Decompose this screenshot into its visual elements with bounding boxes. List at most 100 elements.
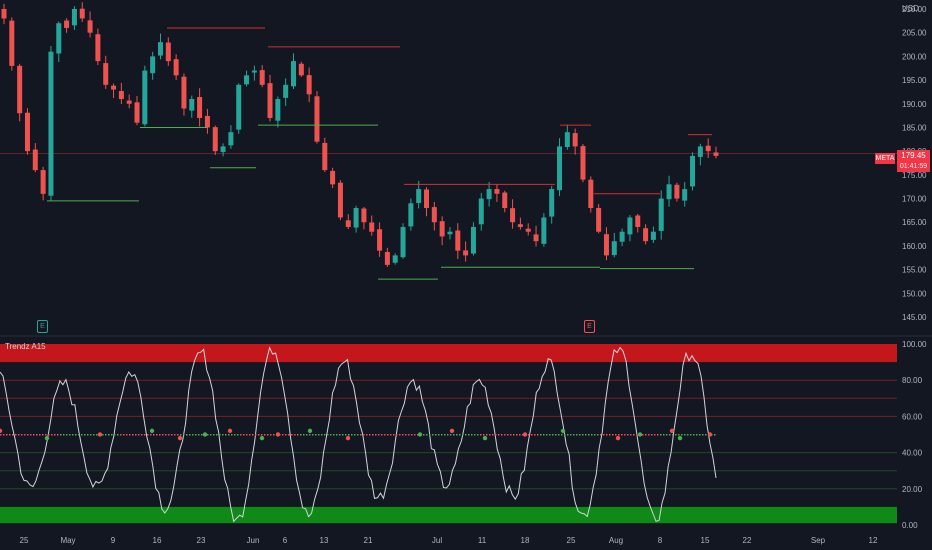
signal-dot — [648, 434, 650, 436]
signal-dot — [645, 434, 647, 436]
cross-marker — [259, 435, 265, 441]
signal-dot — [675, 434, 677, 436]
signal-dot — [225, 434, 227, 436]
candle — [181, 76, 187, 109]
signal-dot — [663, 434, 665, 436]
time-tick-label: Jul — [432, 536, 442, 545]
candle — [502, 192, 508, 209]
candle — [40, 170, 46, 194]
candle — [650, 231, 656, 240]
signal-dot — [303, 434, 305, 436]
earnings-event-icon[interactable]: E — [584, 320, 595, 333]
signal-dot — [438, 434, 440, 436]
candle — [142, 70, 148, 125]
candle — [353, 208, 359, 228]
candle — [588, 179, 594, 209]
signal-dot — [123, 434, 125, 436]
time-tick-label: 25 — [567, 536, 576, 545]
signal-dot — [120, 434, 122, 436]
cross-marker — [707, 432, 713, 437]
signal-dot — [405, 434, 407, 436]
signal-dot — [510, 434, 512, 436]
signal-dot — [336, 434, 338, 436]
signal-dot — [321, 434, 323, 436]
signal-dot — [144, 434, 146, 436]
signal-dot — [309, 434, 311, 436]
signal-dot — [528, 434, 530, 436]
signal-dot — [273, 434, 275, 436]
signal-dot — [534, 434, 536, 436]
signal-dot — [183, 434, 185, 436]
signal-dot — [387, 434, 389, 436]
signal-dot — [582, 434, 584, 436]
candle — [337, 182, 343, 218]
signal-dot — [522, 434, 524, 436]
candle — [705, 145, 711, 152]
signal-dot — [48, 434, 50, 436]
signal-dot — [417, 434, 419, 436]
signal-dot — [72, 434, 74, 436]
candle — [103, 63, 109, 85]
time-tick-label: 23 — [197, 536, 206, 545]
signal-dot — [192, 434, 194, 436]
signal-dot — [6, 434, 8, 436]
cross-marker — [227, 428, 233, 434]
cross-marker — [345, 435, 351, 441]
signal-dot — [315, 434, 317, 436]
signal-dot — [558, 434, 560, 436]
signal-dot — [621, 434, 623, 436]
signal-dot — [564, 434, 566, 436]
signal-dot — [384, 434, 386, 436]
candle — [494, 189, 500, 194]
candle — [212, 127, 218, 152]
signal-dot — [126, 434, 128, 436]
signal-dot — [363, 434, 365, 436]
candle — [603, 234, 609, 256]
time-tick-label: 15 — [701, 536, 710, 545]
signal-dot — [594, 434, 596, 436]
candle — [424, 189, 430, 209]
candle — [596, 207, 602, 232]
candle — [189, 99, 195, 111]
signal-dot — [348, 434, 350, 436]
cross-marker — [275, 432, 281, 437]
signal-dot — [240, 434, 242, 436]
signal-dot — [354, 434, 356, 436]
signal-dot — [693, 434, 695, 436]
signal-dot — [366, 434, 368, 436]
signal-dot — [573, 434, 575, 436]
candle — [126, 100, 132, 104]
indicator-title[interactable]: Trendz A15 — [5, 342, 46, 351]
signal-dot — [480, 434, 482, 436]
time-tick-label: 11 — [478, 536, 487, 545]
earnings-event-icon[interactable]: E — [37, 320, 48, 333]
cross-marker — [560, 428, 566, 434]
cross-marker — [482, 435, 488, 441]
signal-dot — [678, 434, 680, 436]
indicator-tick-label: 80.00 — [902, 376, 923, 385]
price-tick-label: 160.00 — [902, 242, 927, 251]
candle — [9, 20, 15, 66]
candle — [228, 132, 234, 146]
last-price-box: 179.45 01:41:59 — [897, 150, 930, 172]
signal-dot — [27, 434, 29, 436]
signal-dot — [141, 434, 143, 436]
signal-dot — [285, 434, 287, 436]
signal-dot — [69, 434, 71, 436]
candle — [525, 228, 531, 232]
signal-dot — [90, 434, 92, 436]
signal-dot — [57, 434, 59, 436]
signal-dot — [21, 434, 23, 436]
signal-dot — [39, 434, 41, 436]
signal-dot — [162, 434, 164, 436]
signal-dot — [636, 434, 638, 436]
signal-dot — [390, 434, 392, 436]
signal-dot — [291, 434, 293, 436]
signal-dot — [333, 434, 335, 436]
candle — [408, 203, 414, 227]
signal-dot — [477, 434, 479, 436]
signal-dot — [84, 434, 86, 436]
indicator-tick-label: 60.00 — [902, 412, 923, 421]
